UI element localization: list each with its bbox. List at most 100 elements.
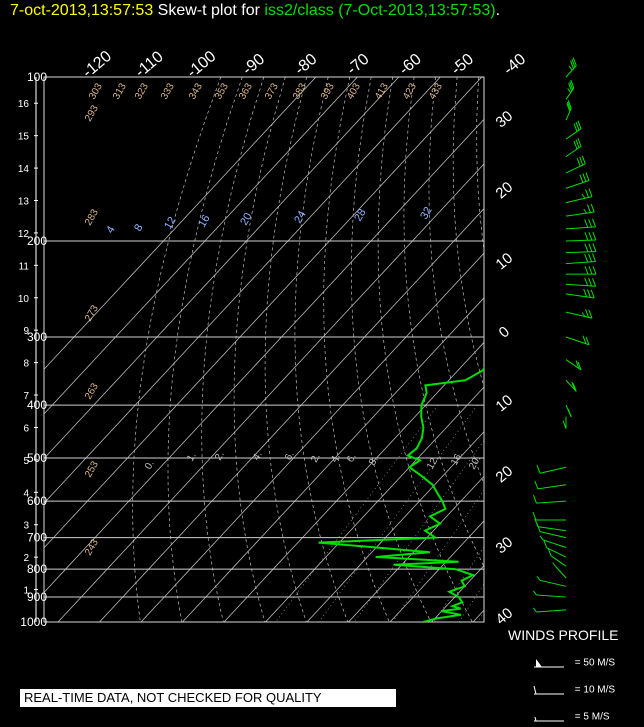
title-suffix: . [495, 2, 501, 19]
wind-barb-staff [565, 87, 575, 100]
wind-barb-feather [536, 576, 541, 581]
wind-barb-staff [539, 531, 567, 539]
wind-barb-feather [569, 81, 574, 90]
wind-barb-feather [567, 100, 572, 109]
isotherm-line [639, 77, 644, 622]
isotherm-line [306, 431, 484, 622]
wind-barb-feather [576, 158, 581, 167]
wind-barb-feather [588, 231, 593, 241]
wind-legend-50: = 50 M/S [532, 657, 615, 669]
wind-barb [565, 138, 582, 158]
dry-adiabat-line [543, 77, 644, 622]
wind-barb-feather [582, 173, 587, 182]
height-tick-label: 14 [18, 164, 30, 175]
wind-barb-staff [565, 226, 596, 230]
wind-barb-staff [565, 211, 595, 217]
wind-barb-staff [536, 609, 567, 613]
title-prefix: Skew-t plot for [157, 2, 260, 19]
wind-barb-feather [586, 289, 591, 298]
mixing-ratio-label: 32 [418, 205, 435, 222]
mixing-ratio-label: 20 [238, 211, 255, 228]
wind-barb [539, 535, 567, 548]
quality-banner: REAL-TIME DATA, NOT CHECKED FOR QUALITY [20, 689, 396, 707]
wind-barb-feather [588, 188, 593, 197]
adiabat-label: 403 [345, 81, 363, 101]
moist-label: 6. [345, 452, 359, 465]
dry-adiabat-line [428, 77, 484, 485]
pressure-tick-label: 800 [27, 562, 47, 576]
wind-barb-feather [585, 336, 590, 345]
mixing-ratio-label: 4 [104, 224, 117, 235]
mixing-ratio-line [477, 611, 484, 622]
wind-barb [565, 277, 597, 287]
dry-adiabat-line [377, 77, 473, 622]
height-tick-label: 11 [19, 261, 30, 272]
wind-barb-staff [565, 251, 596, 254]
wind-barb-feather [562, 420, 567, 429]
mixing-ratio-label: 8 [132, 222, 145, 233]
wind-barb-feather [539, 535, 544, 541]
dry-adiabat-line [586, 77, 644, 622]
isotherm-line [265, 386, 484, 622]
wind-barb-feather [581, 155, 586, 164]
wind-barb [543, 539, 567, 558]
pressure-tick-label: 200 [27, 234, 47, 248]
dry-adiabat-line [499, 77, 644, 622]
height-tick-label: 4 [23, 488, 29, 499]
wind-barb [566, 265, 597, 275]
isotherm-line [182, 297, 484, 622]
height-tick-label: 16 [18, 99, 30, 110]
wind-barb [533, 607, 567, 613]
wind-barb-feather [577, 361, 582, 371]
plot-title: 7-oct-2013,13:57:53 Skew-t plot for iss2… [10, 2, 500, 20]
temperature-profile-line [496, 77, 607, 622]
wind-barb-staff [539, 466, 567, 474]
adiabat-label: 253 [83, 459, 101, 479]
wind-barb-feather [581, 193, 586, 199]
moist-label: 2. [213, 450, 227, 463]
moist-label: 2. [309, 452, 323, 465]
mixing-ratio-line [275, 404, 439, 622]
wind-barb-feather [588, 253, 593, 262]
wind-legend-5: = 5 M/S [532, 711, 610, 723]
top-temperature-label: -60 [396, 51, 425, 79]
wind-barb [565, 120, 582, 140]
wind-barb-staff [565, 336, 590, 346]
mixing-ratio-label: 24 [292, 209, 309, 226]
dry-adiabat-line [201, 77, 265, 622]
height-tick-label: 15 [18, 132, 30, 143]
wind-barb-feather [575, 139, 580, 148]
top-temperature-label: -100 [184, 48, 220, 82]
wind-barb-feather [570, 79, 575, 89]
wind-barb-feather [568, 65, 573, 71]
right-temperature-label: 30 [492, 108, 516, 132]
wind-barb-feather [533, 590, 537, 596]
plot-frame [43, 76, 485, 623]
isotherm-line [44, 77, 317, 370]
wind-barb-feather [573, 123, 578, 132]
wind-barb-feather [567, 408, 572, 418]
adiabat-label: 353 [213, 81, 231, 101]
adiabat-label: 423 [401, 81, 419, 101]
wind-barb-feather [588, 265, 593, 275]
wind-barb [565, 100, 572, 121]
wind-barb-feather [584, 243, 589, 253]
isotherm-line [44, 77, 358, 415]
axes [34, 76, 485, 623]
background-grid [44, 77, 644, 622]
isotherm-line [348, 475, 484, 622]
dry-adiabat-line [565, 77, 644, 622]
isotherm-line [140, 252, 484, 622]
mixing-ratio-line [354, 439, 484, 622]
wind-barb-staff [536, 594, 567, 598]
wind-barb-feather [534, 480, 539, 490]
adiabat-label: 263 [83, 381, 101, 401]
wind-barb [565, 172, 590, 189]
wind-barb-staff [565, 311, 593, 319]
wind-barb-feather [571, 381, 576, 391]
half-barb-icon [534, 716, 564, 722]
isotherm-line [57, 163, 484, 622]
wind-barb-feather [592, 265, 597, 275]
top-temperature-label: -40 [501, 51, 530, 79]
height-tick-label: 13 [18, 196, 30, 207]
